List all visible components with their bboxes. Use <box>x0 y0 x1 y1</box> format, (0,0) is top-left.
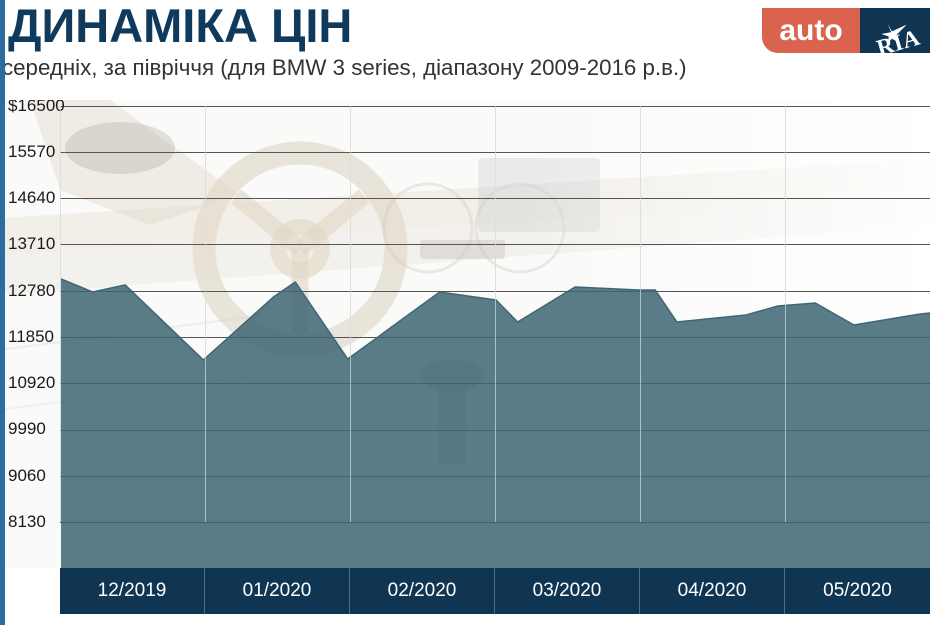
svg-text:RIA: RIA <box>874 25 923 53</box>
